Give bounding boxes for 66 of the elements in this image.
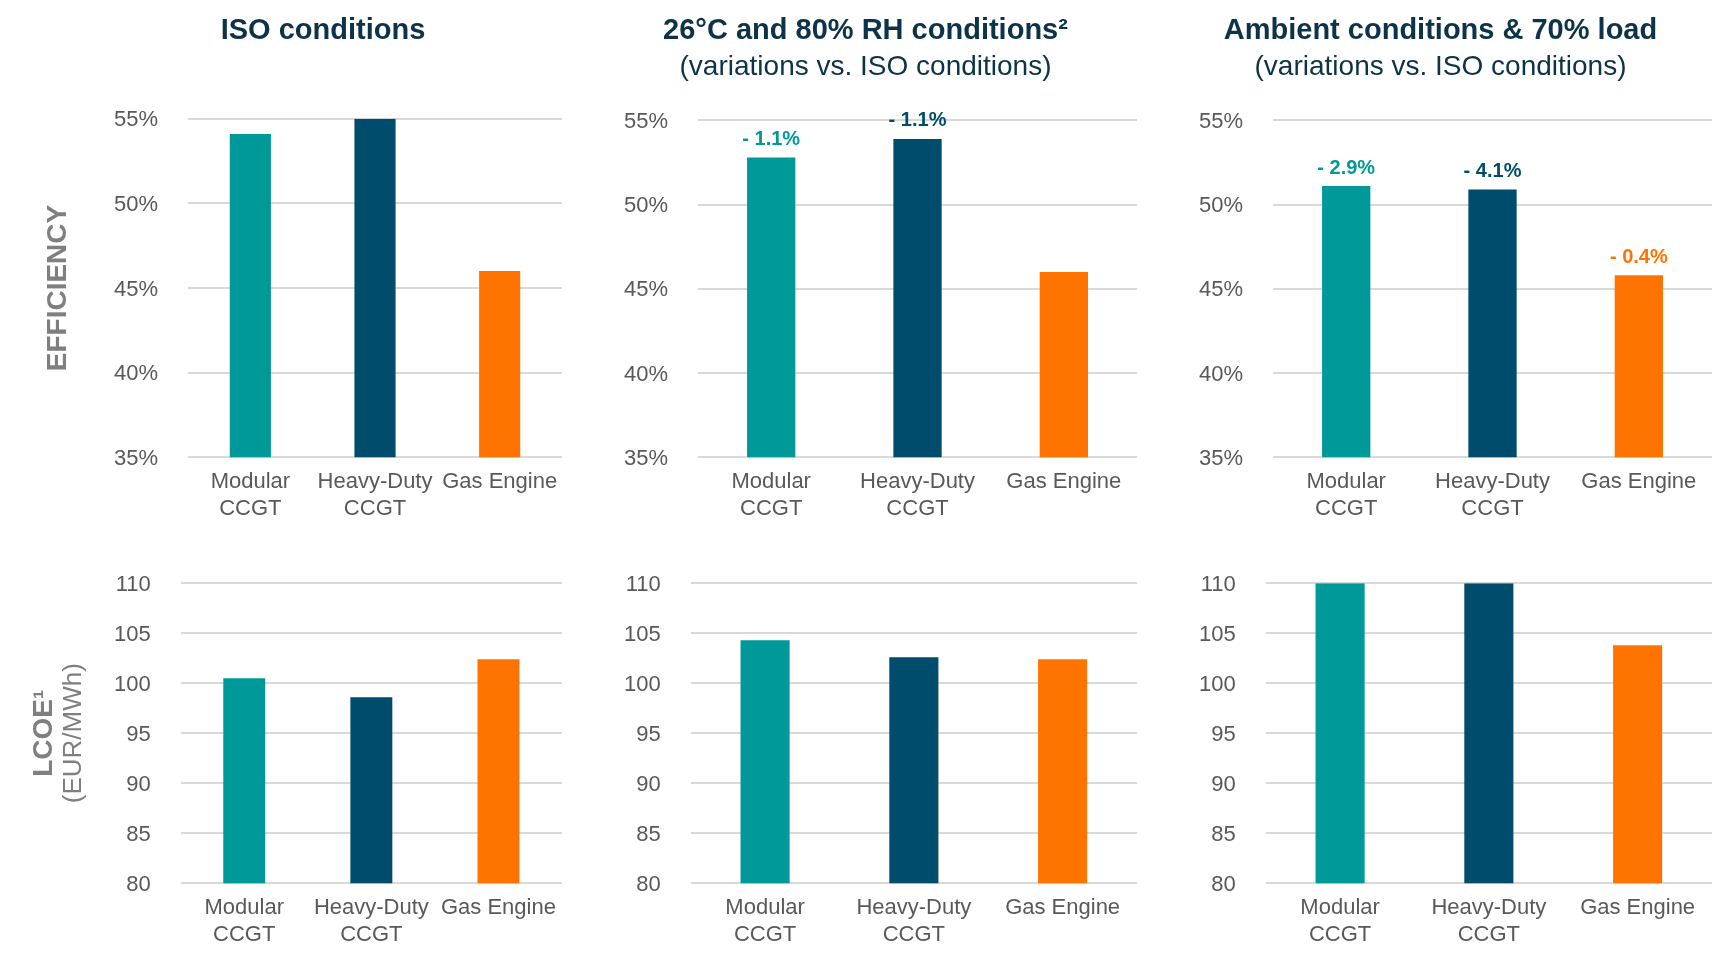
y-tick-label: 50% <box>1198 192 1244 218</box>
annotation: - 2.9% <box>1317 155 1376 178</box>
x-tick-label: Modular CCGT <box>731 468 811 520</box>
y-tick-label: 100 <box>623 670 661 696</box>
x-tick-label: Heavy-Duty CCGT <box>313 894 429 946</box>
annotation: - 1.1% <box>888 108 947 131</box>
chart-title: ISO conditions <box>220 13 426 46</box>
y-tick-label: 100 <box>1198 670 1236 696</box>
x-tick-label: Gas Engine <box>1580 894 1696 920</box>
y-tick-label: 110 <box>115 570 151 596</box>
x-tick-label: Heavy-Duty CCGT <box>1431 894 1547 946</box>
y-tick-label: 45% <box>623 276 669 302</box>
y-tick-label: 95 <box>1211 720 1236 746</box>
y-tick-label: 110 <box>1200 570 1236 596</box>
x-tick-label: Modular CCGT <box>1306 468 1386 520</box>
chart-subtitle: (variations vs. ISO conditions) <box>679 50 1052 82</box>
x-tick-label: Modular CCGT <box>725 894 805 946</box>
y-tick-label: 45% <box>1198 276 1244 302</box>
y-tick-label: 80 <box>126 870 151 896</box>
x-tick-label: Heavy-Duty CCGT <box>856 894 972 946</box>
chart-title: 26°C and 80% RH conditions² <box>663 13 1069 46</box>
y-tick-label: 85 <box>126 820 151 846</box>
y-tick-label: 45% <box>113 275 159 301</box>
y-axis-title: EFFICIENCY <box>40 204 72 372</box>
x-tick-label: Gas Engine <box>442 468 558 494</box>
x-tick-label: Heavy-Duty CCGT <box>317 468 433 520</box>
x-tick-label: Modular CCGT <box>204 894 284 946</box>
y-tick-label: 50% <box>623 192 669 218</box>
y-tick-label: 35% <box>1198 444 1244 470</box>
y-tick-label: 50% <box>113 190 159 216</box>
chart-subtitle: (variations vs. ISO conditions) <box>1254 50 1627 82</box>
chart-title: Ambient conditions & 70% load <box>1223 13 1658 46</box>
annotation: - 4.1% <box>1463 158 1522 181</box>
y-tick-label: 105 <box>1198 620 1236 646</box>
x-tick-label: Heavy-Duty CCGT <box>860 468 975 520</box>
y-tick-label: 100 <box>113 670 151 696</box>
y-tick-label: 110 <box>625 570 661 596</box>
annotation: - 1.1% <box>742 126 801 149</box>
x-tick-label: Modular CCGT <box>210 468 291 520</box>
y-tick-label: 40% <box>623 360 669 386</box>
y-tick-label: 90 <box>1211 770 1236 796</box>
y-tick-label: 40% <box>113 360 159 386</box>
y-tick-label: 55% <box>623 107 669 133</box>
y-tick-label: 85 <box>1211 820 1236 846</box>
y-tick-label: 90 <box>636 770 661 796</box>
y-tick-label: 95 <box>636 720 661 746</box>
y-tick-label: 85 <box>636 820 661 846</box>
y-tick-label: 95 <box>126 720 151 746</box>
y-tick-label: 35% <box>113 444 159 470</box>
y-tick-label: 80 <box>636 870 661 896</box>
x-tick-label: Gas Engine <box>1006 468 1122 494</box>
y-tick-label: 80 <box>1211 870 1236 896</box>
x-tick-label: Heavy-Duty CCGT <box>1435 468 1550 520</box>
y-axis-title: LCOE¹ (EUR/MWh) <box>26 663 88 804</box>
x-tick-label: Modular CCGT <box>1300 894 1380 946</box>
y-tick-label: 40% <box>1198 360 1244 386</box>
y-tick-label: 35% <box>623 444 669 470</box>
annotation: - 0.4% <box>1609 244 1668 267</box>
y-tick-label: 55% <box>113 106 159 132</box>
y-tick-label: 55% <box>1198 107 1244 133</box>
x-tick-label: Gas Engine <box>1005 894 1121 920</box>
x-tick-label: Gas Engine <box>1581 468 1697 494</box>
y-tick-label: 105 <box>113 620 151 646</box>
y-tick-label: 105 <box>623 620 661 646</box>
x-tick-label: Gas Engine <box>440 894 556 920</box>
y-tick-label: 90 <box>126 770 151 796</box>
